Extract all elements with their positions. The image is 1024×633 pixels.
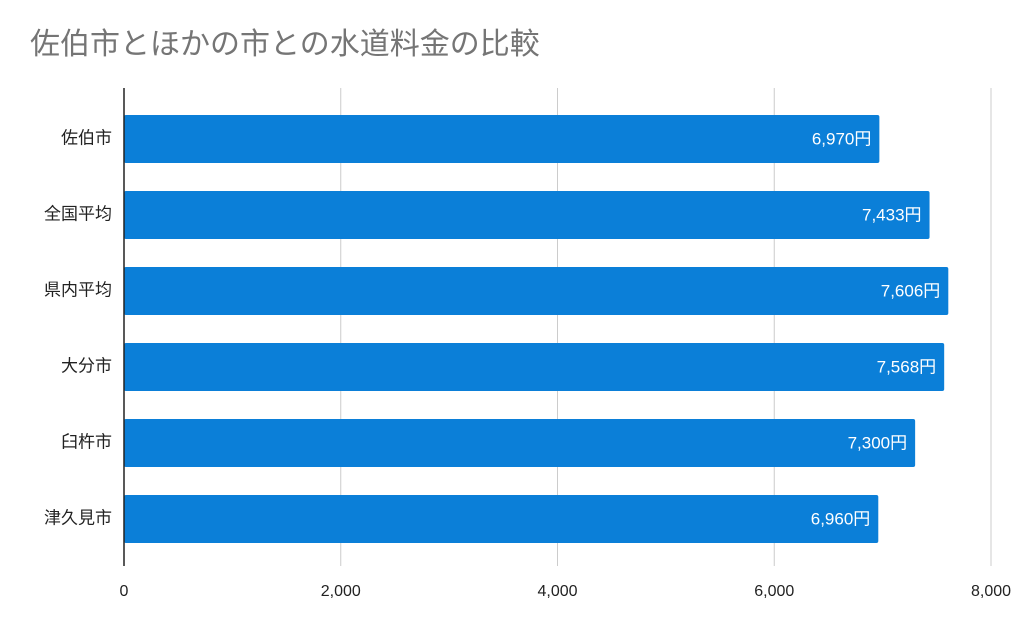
y-tick-label: 全国平均: [44, 204, 112, 223]
bar: [124, 343, 945, 391]
bar: [124, 419, 916, 467]
bar: [124, 267, 949, 315]
value-label: 6,960円: [811, 509, 871, 528]
x-tick-label: 8,000: [971, 583, 1011, 600]
x-tick-label: 0: [120, 583, 129, 600]
y-tick-label: 津久見市: [44, 508, 112, 527]
y-tick-label: 臼杵市: [61, 432, 112, 451]
bar: [124, 115, 880, 163]
bar: [124, 495, 879, 543]
value-label: 7,300円: [848, 433, 908, 452]
value-label: 6,970円: [812, 129, 872, 148]
value-label: 7,606円: [881, 281, 941, 300]
x-tick-label: 4,000: [537, 583, 577, 600]
chart-title: 佐伯市とほかの市との水道料金の比較: [30, 28, 540, 61]
y-tick-label: 佐伯市: [61, 128, 112, 147]
y-tick-label: 大分市: [61, 356, 112, 375]
y-tick-label: 県内平均: [44, 280, 112, 299]
x-tick-label: 6,000: [754, 583, 794, 600]
value-label: 7,568円: [877, 357, 937, 376]
bar: [124, 191, 930, 239]
x-tick-label: 2,000: [321, 583, 361, 600]
value-label: 7,433円: [862, 205, 922, 224]
